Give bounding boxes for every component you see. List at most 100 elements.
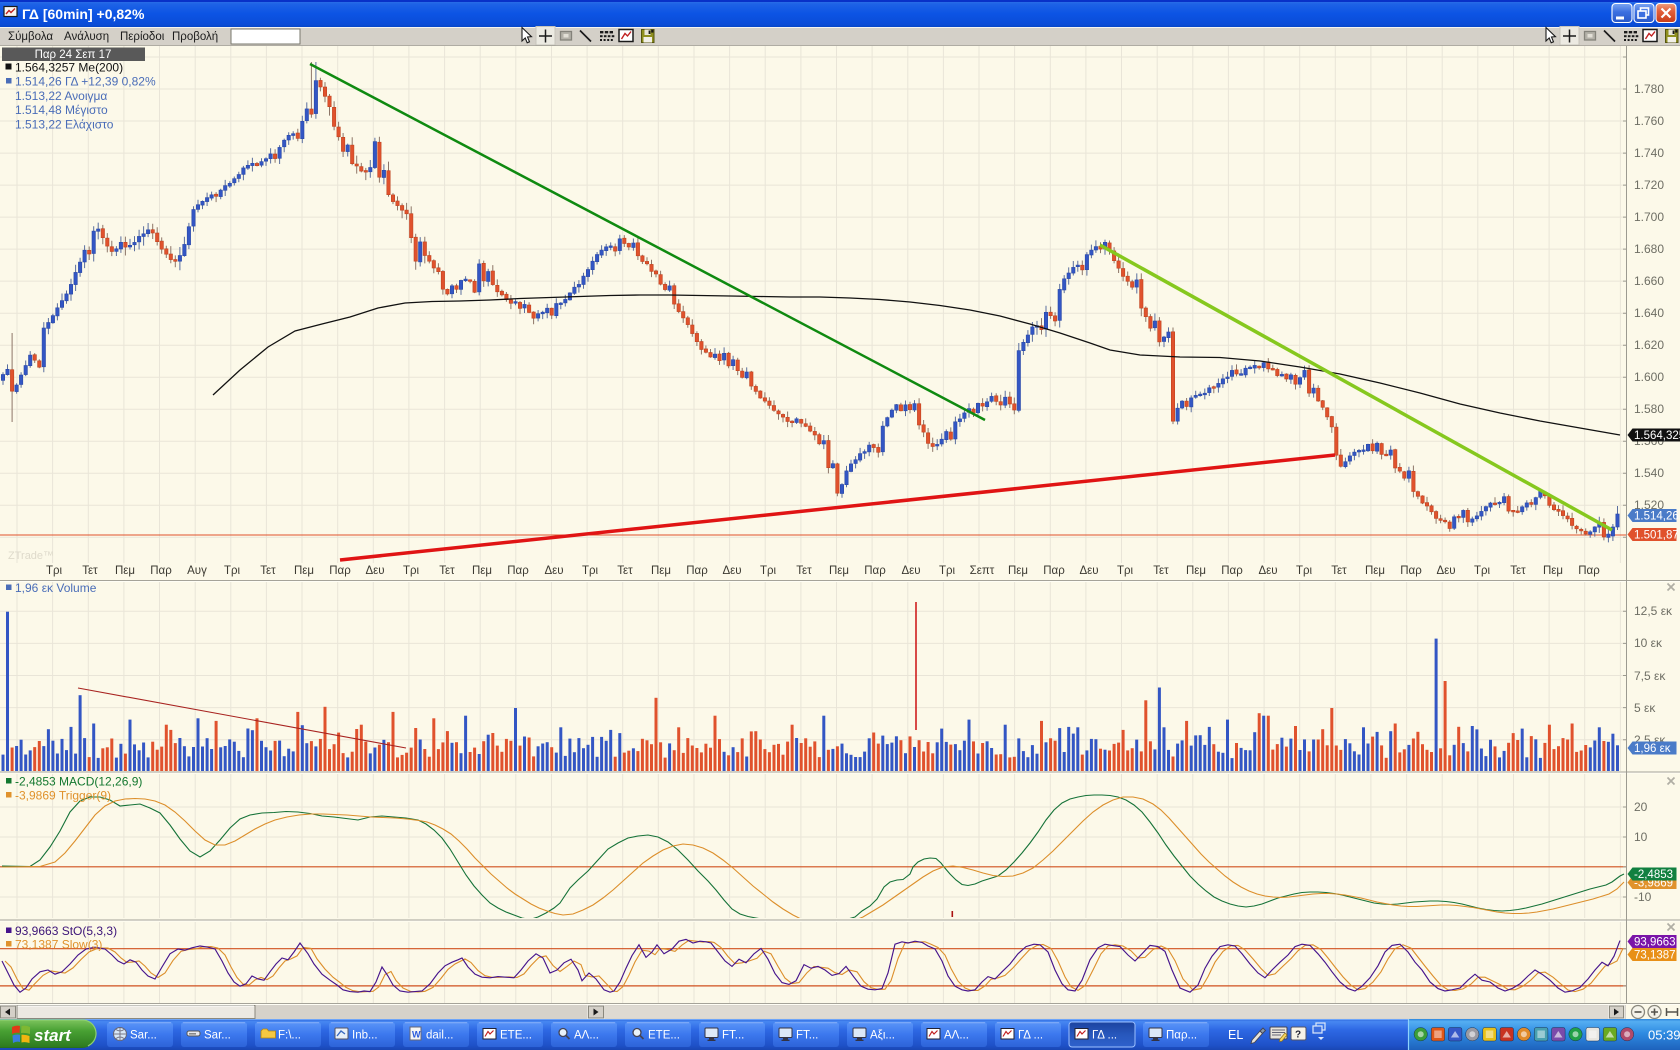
svg-text:ΓΔ ...: ΓΔ ... [1018, 1030, 1043, 1042]
svg-text:1.700: 1.700 [1634, 210, 1664, 224]
svg-text:Τετ: Τετ [439, 565, 455, 577]
svg-text:12,5 εκ: 12,5 εκ [1634, 604, 1673, 618]
svg-text:-2,4853 MACD(12,26,9): -2,4853 MACD(12,26,9) [15, 775, 142, 789]
svg-text:Αξι...: Αξι... [870, 1030, 895, 1042]
svg-text:5 εκ: 5 εκ [1634, 701, 1656, 715]
svg-text:ΓΔ ...: ΓΔ ... [1092, 1030, 1117, 1042]
svg-text:Sar...: Sar... [130, 1030, 157, 1042]
svg-text:Τρι: Τρι [582, 565, 599, 577]
svg-text:Τετ: Τετ [796, 565, 812, 577]
svg-text:Παρ: Παρ [1043, 565, 1065, 577]
svg-text:Δευ: Δευ [1258, 565, 1277, 577]
svg-text:10: 10 [1634, 830, 1648, 844]
svg-text:Πεμ: Πεμ [651, 565, 671, 577]
svg-text:ZTrade™: ZTrade™ [8, 550, 54, 562]
svg-text:Ανάλυση: Ανάλυση [64, 31, 109, 43]
svg-text:Πεμ: Πεμ [1186, 565, 1206, 577]
svg-text:Τρι: Τρι [46, 565, 63, 577]
svg-text:Δευ: Δευ [722, 565, 741, 577]
svg-text:73,1387 Slow(3): 73,1387 Slow(3) [15, 938, 102, 952]
svg-text:Παρ...: Παρ... [1166, 1030, 1197, 1042]
svg-text:Δευ: Δευ [1079, 565, 1098, 577]
svg-text:Δευ: Δευ [901, 565, 920, 577]
svg-text:Δευ: Δευ [544, 565, 563, 577]
svg-text:Πεμ: Πεμ [1365, 565, 1385, 577]
svg-text:Τρι: Τρι [760, 565, 777, 577]
svg-text:1.580: 1.580 [1634, 402, 1664, 416]
svg-text:Παρ: Παρ [1221, 565, 1243, 577]
svg-text:Δευ: Δευ [1436, 565, 1455, 577]
svg-text:Sar...: Sar... [204, 1030, 231, 1042]
svg-text:Παρ: Παρ [686, 565, 708, 577]
svg-text:Παρ: Παρ [1578, 565, 1600, 577]
svg-text:93,9663: 93,9663 [1634, 937, 1676, 949]
svg-text:1.501,87: 1.501,87 [1634, 530, 1679, 542]
svg-text:Τετ: Τετ [617, 565, 633, 577]
svg-text:1.514,26 ΓΔ +12,39 0,82%: 1.514,26 ΓΔ +12,39 0,82% [15, 75, 156, 89]
svg-text:FT...: FT... [722, 1030, 744, 1042]
svg-text:Πεμ: Πεμ [1543, 565, 1563, 577]
svg-text:Περίοδοι: Περίοδοι [120, 31, 165, 43]
svg-text:ΑΛ...: ΑΛ... [574, 1030, 599, 1042]
svg-text:Inb...: Inb... [352, 1030, 378, 1042]
svg-text:1.540: 1.540 [1634, 466, 1664, 480]
svg-text:Παρ: Παρ [329, 565, 351, 577]
svg-text:ETE...: ETE... [500, 1030, 532, 1042]
svg-text:Τρι: Τρι [1474, 565, 1491, 577]
svg-text:1.600: 1.600 [1634, 370, 1664, 384]
svg-text:W: W [412, 1030, 421, 1040]
svg-text:1.780: 1.780 [1634, 82, 1664, 96]
svg-text:Τρι: Τρι [224, 565, 241, 577]
svg-text:-2,4853: -2,4853 [1634, 869, 1673, 881]
svg-text:Παρ: Παρ [864, 565, 886, 577]
svg-text:10 εκ: 10 εκ [1634, 636, 1663, 650]
svg-text:dail...: dail... [426, 1030, 454, 1042]
svg-text:Τετ: Τετ [1510, 565, 1526, 577]
svg-text:1.640: 1.640 [1634, 306, 1664, 320]
svg-text:Τρι: Τρι [939, 565, 956, 577]
svg-text:EL: EL [1228, 1028, 1243, 1042]
svg-text:FT...: FT... [796, 1030, 818, 1042]
svg-text:1.680: 1.680 [1634, 242, 1664, 256]
svg-text:Πεμ: Πεμ [829, 565, 849, 577]
svg-text:1.564,325: 1.564,325 [1634, 430, 1680, 442]
svg-text:1,96 εκ: 1,96 εκ [1634, 743, 1671, 755]
svg-text:1.620: 1.620 [1634, 338, 1664, 352]
svg-text:Αυγ: Αυγ [187, 565, 207, 577]
svg-text:Πεμ: Πεμ [472, 565, 492, 577]
svg-text:93,9663 StO(5,3,3): 93,9663 StO(5,3,3) [15, 924, 117, 938]
svg-text:Πεμ: Πεμ [115, 565, 135, 577]
svg-text:Παρ: Παρ [150, 565, 172, 577]
svg-text:1.514,48 Μέγιστο: 1.514,48 Μέγιστο [15, 103, 108, 117]
svg-text:Τρι: Τρι [403, 565, 420, 577]
svg-text:ETE...: ETE... [648, 1030, 680, 1042]
svg-text:73,1387: 73,1387 [1634, 950, 1676, 962]
svg-text:Πεμ: Πεμ [1008, 565, 1028, 577]
svg-text:Τετ: Τετ [1153, 565, 1169, 577]
svg-text:1.513,22 Ανοιγμα: 1.513,22 Ανοιγμα [15, 89, 107, 103]
svg-text:1.720: 1.720 [1634, 178, 1664, 192]
svg-text:Πεμ: Πεμ [294, 565, 314, 577]
svg-text:Τρι: Τρι [1296, 565, 1313, 577]
svg-text:Σύμβολα: Σύμβολα [8, 31, 53, 43]
svg-text:1.513,22 Ελάχιστο: 1.513,22 Ελάχιστο [15, 118, 114, 132]
svg-text:Προβολή: Προβολή [172, 31, 218, 43]
svg-text:ΑΛ...: ΑΛ... [944, 1030, 969, 1042]
svg-text:Παρ: Παρ [1400, 565, 1422, 577]
svg-text:1.660: 1.660 [1634, 274, 1664, 288]
svg-text:F:\...: F:\... [278, 1030, 301, 1042]
svg-text:Παρ: Παρ [507, 565, 529, 577]
svg-text:Δευ: Δευ [365, 565, 384, 577]
svg-text:1.740: 1.740 [1634, 146, 1664, 160]
svg-text:20: 20 [1634, 800, 1648, 814]
svg-text:-3,9869 Trigger(9): -3,9869 Trigger(9) [15, 789, 111, 803]
svg-text:Τετ: Τετ [82, 565, 98, 577]
svg-text:1.760: 1.760 [1634, 114, 1664, 128]
svg-text:-10: -10 [1634, 890, 1652, 904]
svg-text:?: ? [1295, 1030, 1301, 1041]
svg-text:ΓΔ [60min] +0,82%: ΓΔ [60min] +0,82% [22, 6, 145, 22]
svg-text:Τρι: Τρι [1117, 565, 1134, 577]
svg-text:1,96 εκ Volume: 1,96 εκ Volume [15, 581, 97, 595]
svg-text:1.514,26: 1.514,26 [1634, 511, 1679, 523]
svg-text:start: start [34, 1026, 72, 1045]
